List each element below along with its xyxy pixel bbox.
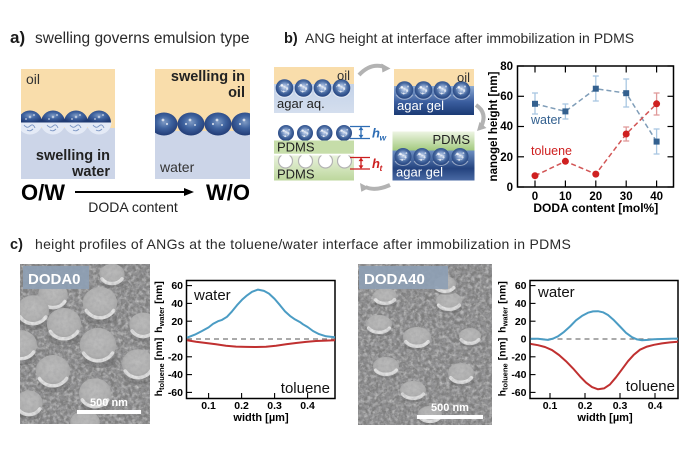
svg-text:agar gel: agar gel [397,98,444,113]
svg-text:b): b) [284,31,298,47]
svg-text:0: 0 [532,191,538,203]
svg-text:ANG height at interface after: ANG height at interface after immobiliza… [305,30,634,46]
svg-text:60: 60 [171,280,183,292]
svg-text:0.3: 0.3 [613,400,628,412]
svg-text:-60: -60 [511,387,526,399]
svg-text:W/O: W/O [206,180,250,205]
svg-text:water: water [537,284,575,301]
svg-text:40: 40 [650,191,663,203]
svg-text:PDMS: PDMS [277,167,315,182]
svg-text:DODA0: DODA0 [28,271,81,288]
svg-text:swelling in: swelling in [36,148,110,164]
svg-text:60: 60 [515,280,527,292]
svg-text:0.2: 0.2 [578,400,593,412]
svg-text:nanogel height [nm]: nanogel height [nm] [488,71,500,181]
svg-text:oil: oil [337,68,350,83]
svg-text:oil: oil [26,71,40,87]
svg-text:width [µm]: width [µm] [232,412,289,424]
svg-text:O/W: O/W [21,180,65,205]
svg-text:h: h [372,126,380,141]
svg-text:DODA40: DODA40 [364,271,425,288]
svg-text:20: 20 [171,316,183,328]
svg-text:-20: -20 [511,352,526,364]
svg-text:500 nm: 500 nm [90,397,128,409]
svg-text:water: water [530,113,562,127]
svg-text:0: 0 [177,334,183,346]
svg-text:swelling in: swelling in [171,69,245,85]
svg-text:w: w [380,133,388,143]
svg-text:height profiles of ANGs at the: height profiles of ANGs at the toluene/w… [35,236,571,252]
svg-text:0.4: 0.4 [648,400,663,412]
svg-text:40: 40 [171,298,183,310]
svg-text:hwater [nm]: hwater [nm] [153,281,166,333]
svg-text:-40: -40 [511,369,526,381]
svg-text:0.4: 0.4 [300,400,315,412]
svg-text:0.2: 0.2 [234,400,249,412]
svg-text:20: 20 [589,191,602,203]
svg-text:swelling governs emulsion type: swelling governs emulsion type [35,30,250,47]
svg-text:oil: oil [228,85,245,101]
svg-text:0: 0 [521,334,527,346]
svg-text:-20: -20 [168,352,183,364]
svg-text:htoluene [nm]: htoluene [nm] [153,338,166,397]
svg-text:hwater [nm]: hwater [nm] [497,281,510,333]
svg-text:c): c) [10,237,23,253]
svg-text:0: 0 [507,182,513,194]
svg-text:80: 80 [500,61,513,73]
svg-text:DODA content [mol%]: DODA content [mol%] [533,201,658,215]
svg-text:water: water [159,159,195,175]
svg-text:width [µm]: width [µm] [576,412,633,424]
svg-text:htoluene [nm]: htoluene [nm] [497,338,510,397]
svg-text:a): a) [10,28,25,47]
svg-text:water: water [193,287,231,304]
svg-text:0.1: 0.1 [201,400,216,412]
svg-text:10: 10 [559,191,572,203]
svg-text:toluene: toluene [626,378,675,395]
svg-text:toluene: toluene [531,144,572,158]
svg-text:h: h [372,156,380,171]
svg-text:-40: -40 [168,369,183,381]
svg-text:30: 30 [620,191,633,203]
svg-text:agar gel: agar gel [396,165,443,180]
svg-text:20: 20 [515,316,527,328]
svg-text:PDMS: PDMS [277,140,315,155]
svg-text:0.1: 0.1 [543,400,558,412]
svg-text:40: 40 [515,298,527,310]
svg-text:40: 40 [500,121,513,133]
svg-text:0.3: 0.3 [267,400,282,412]
svg-text:60: 60 [500,91,513,103]
svg-text:agar aq.: agar aq. [277,96,325,111]
svg-text:DODA content: DODA content [88,199,178,215]
svg-text:500 nm: 500 nm [431,402,469,414]
svg-text:-60: -60 [168,387,183,399]
svg-text:t: t [380,163,384,173]
svg-text:toluene: toluene [281,380,330,397]
svg-text:oil: oil [457,70,470,85]
svg-text:20: 20 [500,152,513,164]
svg-text:water: water [71,164,110,180]
svg-text:PDMS: PDMS [432,132,470,147]
